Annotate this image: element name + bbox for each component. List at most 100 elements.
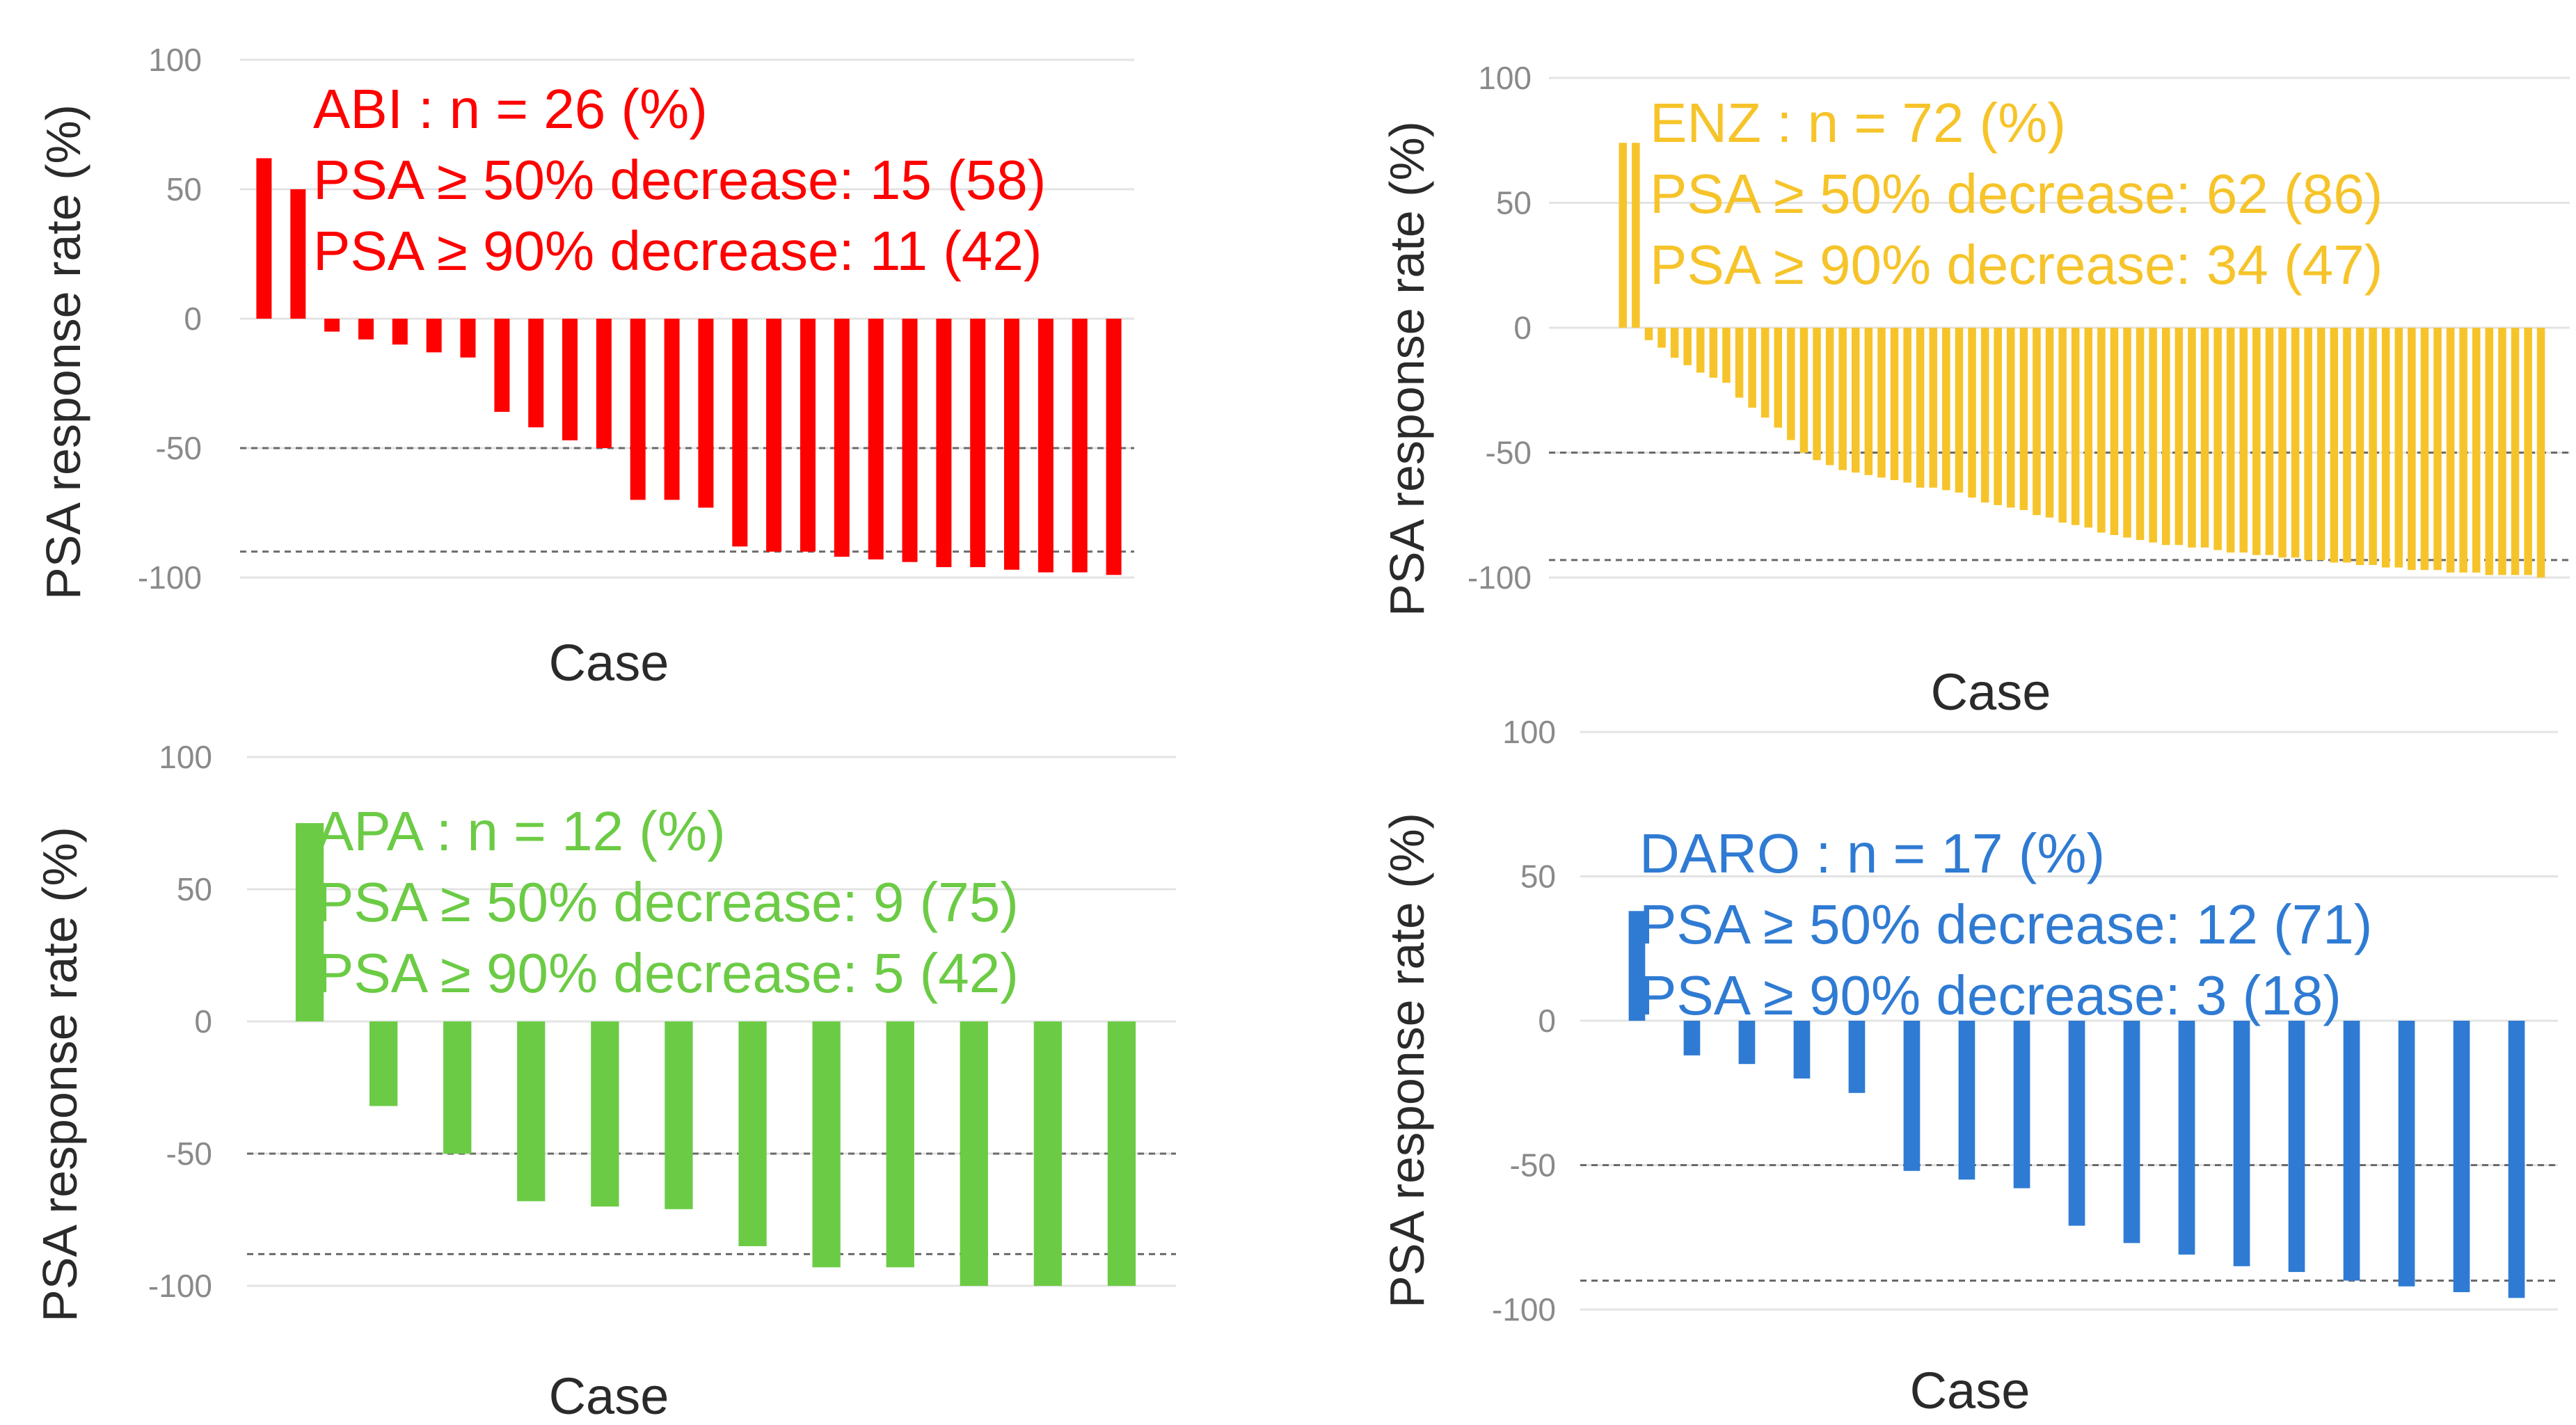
apa-waterfall-chart: 100 50 0 -50 -100 PSA response rate (%) Case…	[33, 739, 1176, 1425]
bar	[2265, 328, 2274, 555]
bar	[1980, 328, 1989, 503]
bar	[2239, 328, 2248, 553]
y-tick-label: 0	[1513, 310, 1532, 346]
bar	[1072, 319, 1088, 573]
bar	[2233, 1021, 2250, 1266]
bar	[2278, 328, 2287, 558]
bar	[1813, 328, 1821, 461]
bar	[2033, 328, 2041, 516]
bar	[1696, 328, 1705, 373]
y-tick-label: -50	[166, 1136, 212, 1172]
bar	[2288, 1021, 2305, 1273]
bar	[2343, 1021, 2360, 1281]
bar	[1838, 328, 1847, 470]
y-tick-label: -50	[1486, 435, 1532, 471]
bar	[2013, 1021, 2030, 1188]
bar	[698, 319, 714, 508]
annotation-90pct: PSA ≥ 90% decrease: 34 (47)	[1650, 234, 2383, 296]
bar	[1106, 319, 1122, 575]
bar	[358, 319, 374, 340]
bar	[2213, 328, 2222, 550]
bar	[1628, 911, 1646, 1021]
bar	[1709, 328, 1718, 378]
bar	[369, 1021, 398, 1106]
bar	[295, 823, 324, 1021]
x-axis-label: Case	[549, 1367, 669, 1425]
bar	[1033, 1021, 1062, 1286]
y-tick-label: 50	[166, 171, 202, 207]
bar	[738, 1021, 767, 1246]
bar	[2433, 328, 2442, 571]
bar	[1760, 328, 1770, 418]
annotation-title: DARO : n = 17 (%)	[1639, 822, 2105, 884]
bar	[2226, 328, 2235, 553]
bar	[1657, 328, 1666, 348]
y-tick-label: -100	[148, 1268, 212, 1304]
annotation-50pct: PSA ≥ 50% decrease: 15 (58)	[313, 149, 1046, 211]
bar	[426, 319, 442, 353]
bar	[2508, 1021, 2525, 1298]
bar	[1004, 319, 1019, 570]
annotation-title: ABI : n = 26 (%)	[313, 78, 708, 140]
bar	[2317, 328, 2325, 560]
bar	[2097, 328, 2106, 533]
bar	[528, 319, 544, 428]
y-axis-label: PSA response rate (%)	[1380, 813, 1434, 1308]
annotation-90pct: PSA ≥ 90% decrease: 5 (42)	[317, 942, 1019, 1004]
bar	[665, 1021, 693, 1209]
bar	[591, 1021, 619, 1207]
bar	[1929, 328, 1937, 488]
bar	[392, 319, 408, 345]
bar	[2355, 328, 2364, 565]
bar	[2498, 328, 2506, 575]
bar	[936, 319, 952, 568]
bar	[1903, 328, 1911, 483]
bar	[2007, 328, 2015, 508]
bar	[2472, 328, 2481, 573]
bar	[1037, 319, 1054, 573]
bar	[2459, 328, 2467, 573]
bar	[902, 319, 918, 562]
bar	[2123, 1021, 2140, 1243]
y-tick-label: 100	[148, 42, 202, 78]
bar	[1107, 1021, 1136, 1286]
bar	[970, 319, 986, 568]
bar	[1774, 328, 1782, 428]
bar	[2175, 328, 2184, 546]
bar	[2536, 328, 2545, 578]
y-tick-label: 50	[1520, 859, 1556, 895]
bar	[1903, 1021, 1921, 1171]
bar	[2524, 328, 2532, 575]
bar	[324, 319, 340, 332]
bar	[517, 1021, 546, 1202]
bar	[1619, 143, 1627, 328]
bar	[2485, 328, 2494, 575]
y-tick-label: 100	[159, 739, 212, 775]
y-tick-label: -100	[1468, 559, 1532, 596]
bar	[443, 1021, 472, 1154]
bar	[1722, 328, 1731, 383]
bar	[1890, 328, 1899, 480]
y-tick-label: 0	[184, 301, 202, 337]
bar	[732, 319, 748, 547]
bar	[494, 319, 510, 412]
bar	[2304, 328, 2312, 560]
annotation-50pct: PSA ≥ 50% decrease: 9 (75)	[317, 871, 1019, 933]
y-tick-label: 0	[194, 1003, 212, 1040]
bar	[1683, 1021, 1701, 1056]
y-tick-label: -100	[1492, 1291, 1556, 1328]
bar	[1916, 328, 1925, 488]
bar	[2381, 328, 2390, 568]
bar	[460, 319, 476, 358]
annotation-title: ENZ : n = 72 (%)	[1650, 92, 2066, 154]
annotation-90pct: PSA ≥ 90% decrease: 3 (18)	[1639, 964, 2342, 1026]
bar	[960, 1021, 988, 1286]
bar	[2149, 328, 2157, 543]
bar	[2200, 328, 2209, 548]
y-tick-label: -100	[138, 559, 202, 596]
bar	[1994, 328, 2002, 505]
bar	[1955, 328, 1964, 493]
bar	[630, 319, 646, 500]
x-axis-label: Case	[1910, 1362, 2030, 1419]
y-tick-label: 100	[1502, 714, 1556, 750]
